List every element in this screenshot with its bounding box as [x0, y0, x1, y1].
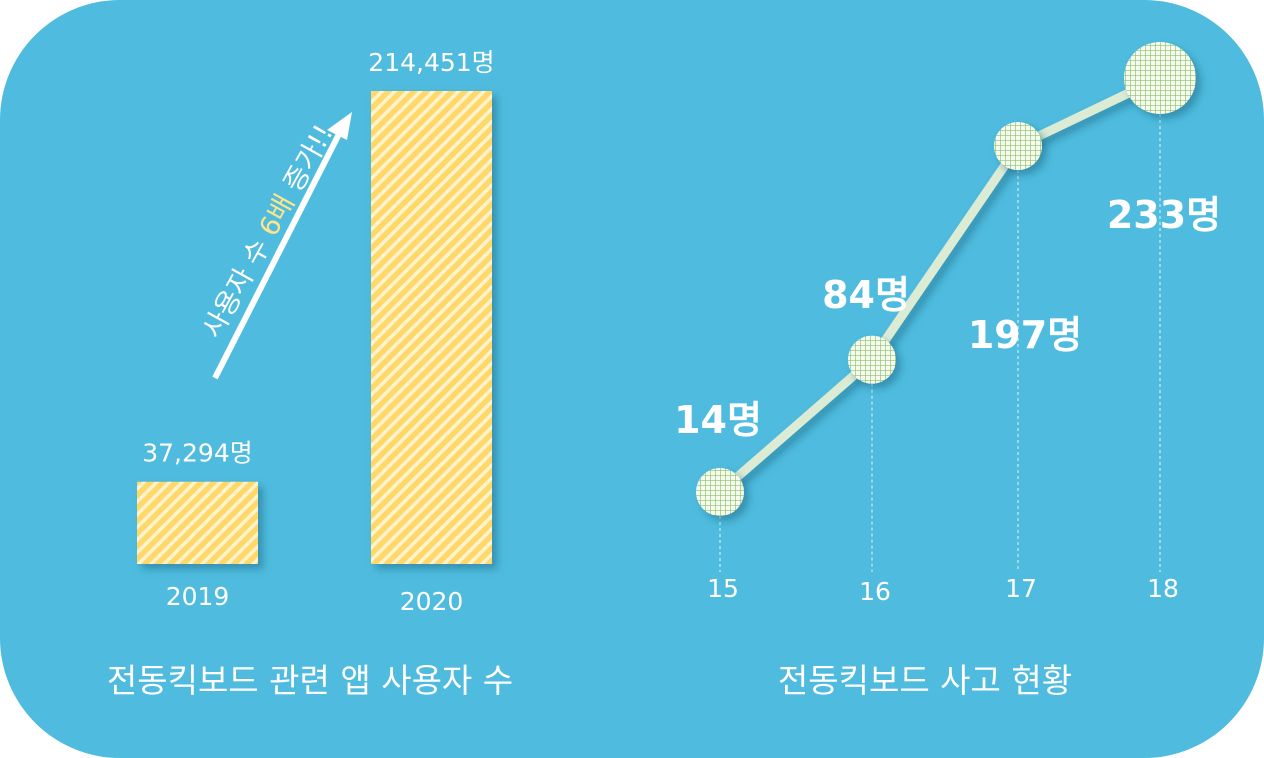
point-value-label-16: 84명: [822, 273, 910, 317]
point-value-label-18: 233명: [1107, 193, 1221, 237]
line-chart-title: 전동킥보드 사고 현황: [778, 661, 1072, 700]
point-marker-17: [994, 122, 1042, 171]
x-tick-label-18: 18: [1147, 574, 1179, 603]
bar-2020: [371, 91, 492, 564]
bar-value-label-2019: 37,294명: [142, 439, 252, 468]
point-marker-15: [696, 468, 744, 516]
bar-value-label-2020: 214,451명: [368, 48, 494, 77]
x-tick-label-16: 16: [859, 577, 891, 606]
bar-category-label-2019: 2019: [166, 582, 230, 611]
x-tick-label-17: 17: [1005, 574, 1037, 603]
point-marker-18: [1124, 42, 1196, 114]
increase-arrow-shaft: [212, 130, 343, 380]
bar-category-label-2020: 2020: [400, 587, 464, 616]
point-marker-16: [848, 335, 896, 384]
bar-2019: [137, 481, 258, 564]
increase-annotation: 사용자 수 6배 증가!!: [197, 120, 340, 344]
increase-arrow-head: [327, 112, 352, 140]
point-value-label-17: 197명: [968, 313, 1082, 357]
point-value-label-15: 14명: [674, 398, 762, 442]
annotation-suffix: 증가!!: [274, 120, 340, 205]
accident-series-line: [717, 73, 1162, 496]
x-tick-label-15: 15: [707, 574, 739, 603]
bar-chart-title: 전동킥보드 관련 앱 사용자 수: [107, 661, 513, 700]
